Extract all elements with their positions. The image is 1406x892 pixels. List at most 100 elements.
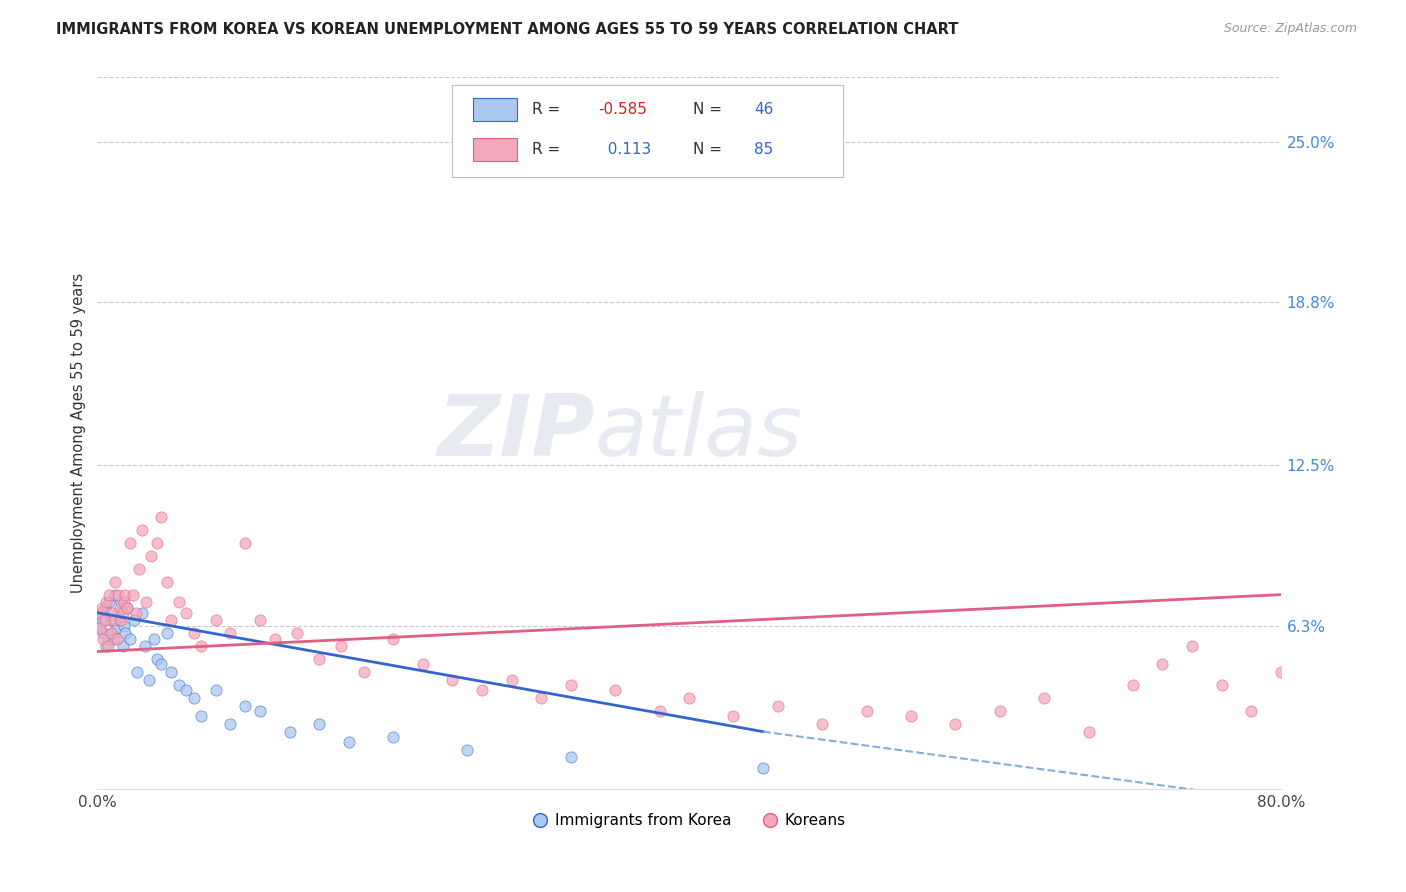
Point xyxy=(308,717,330,731)
Point xyxy=(285,626,308,640)
Point xyxy=(134,640,156,654)
Point xyxy=(127,665,149,680)
Point xyxy=(1211,678,1233,692)
Point xyxy=(87,618,110,632)
Point xyxy=(142,632,165,646)
Point xyxy=(1033,691,1056,706)
Point xyxy=(160,665,183,680)
Text: 0.113: 0.113 xyxy=(598,142,651,157)
Point xyxy=(96,595,118,609)
Text: ZIP: ZIP xyxy=(437,392,595,475)
Point xyxy=(723,709,745,723)
Point xyxy=(110,595,132,609)
Text: 46: 46 xyxy=(754,102,773,117)
Point xyxy=(183,691,205,706)
Text: R =: R = xyxy=(531,142,565,157)
Point xyxy=(97,640,120,654)
Point xyxy=(100,614,122,628)
Point xyxy=(156,626,179,640)
Point xyxy=(412,657,434,672)
Point xyxy=(263,632,285,646)
Y-axis label: Unemployment Among Ages 55 to 59 years: Unemployment Among Ages 55 to 59 years xyxy=(72,273,86,593)
Point xyxy=(145,536,167,550)
Point xyxy=(167,595,190,609)
Point xyxy=(855,704,877,718)
Point xyxy=(108,614,131,628)
Point xyxy=(441,673,464,687)
Point xyxy=(107,606,129,620)
Bar xyxy=(472,98,517,120)
Point xyxy=(1240,704,1263,718)
Point xyxy=(111,606,134,620)
Point xyxy=(98,595,121,609)
Point xyxy=(648,704,671,718)
Point xyxy=(90,600,112,615)
Point xyxy=(112,618,135,632)
Point xyxy=(156,574,179,589)
Point xyxy=(456,743,478,757)
Text: Source: ZipAtlas.com: Source: ZipAtlas.com xyxy=(1223,22,1357,36)
Point xyxy=(125,606,148,620)
Point xyxy=(139,549,162,563)
Point xyxy=(1388,704,1406,718)
Point xyxy=(97,632,120,646)
Point xyxy=(337,735,360,749)
Text: IMMIGRANTS FROM KOREA VS KOREAN UNEMPLOYMENT AMONG AGES 55 TO 59 YEARS CORRELATI: IMMIGRANTS FROM KOREA VS KOREAN UNEMPLOY… xyxy=(56,22,959,37)
Point xyxy=(382,730,405,744)
Point xyxy=(115,600,138,615)
Point xyxy=(118,632,141,646)
Point xyxy=(1270,665,1292,680)
Point xyxy=(174,606,197,620)
Point xyxy=(131,523,153,537)
Point xyxy=(160,614,183,628)
Point xyxy=(219,626,242,640)
Point xyxy=(91,632,114,646)
Point xyxy=(353,665,375,680)
Point xyxy=(149,510,172,524)
Point xyxy=(124,614,146,628)
Point xyxy=(943,717,966,731)
Point xyxy=(131,606,153,620)
Point xyxy=(752,761,775,775)
Point xyxy=(104,574,127,589)
Point xyxy=(249,704,271,718)
Point xyxy=(138,673,160,687)
Point xyxy=(98,588,121,602)
Point xyxy=(811,717,834,731)
Point xyxy=(107,588,129,602)
Point xyxy=(110,614,132,628)
Point xyxy=(90,614,112,628)
Point xyxy=(1329,678,1351,692)
Point xyxy=(105,621,128,635)
Point xyxy=(204,614,226,628)
Point xyxy=(103,632,125,646)
Point xyxy=(111,640,134,654)
Point xyxy=(988,704,1011,718)
Point xyxy=(114,626,136,640)
FancyBboxPatch shape xyxy=(453,85,844,177)
Point xyxy=(87,606,110,620)
Point xyxy=(118,536,141,550)
Point xyxy=(105,632,128,646)
Point xyxy=(94,614,117,628)
Point xyxy=(108,600,131,615)
Point xyxy=(530,691,553,706)
Point xyxy=(190,709,212,723)
Point xyxy=(278,724,301,739)
Point xyxy=(330,640,353,654)
Point xyxy=(204,683,226,698)
Point xyxy=(1122,678,1144,692)
Point xyxy=(101,626,124,640)
Point xyxy=(94,600,117,615)
Point xyxy=(149,657,172,672)
Point xyxy=(121,588,143,602)
Text: atlas: atlas xyxy=(595,392,803,475)
Bar xyxy=(472,138,517,161)
Point xyxy=(219,717,242,731)
Point xyxy=(112,595,135,609)
Point xyxy=(308,652,330,666)
Point xyxy=(1358,717,1381,731)
Point xyxy=(100,626,122,640)
Point xyxy=(115,600,138,615)
Point xyxy=(560,678,582,692)
